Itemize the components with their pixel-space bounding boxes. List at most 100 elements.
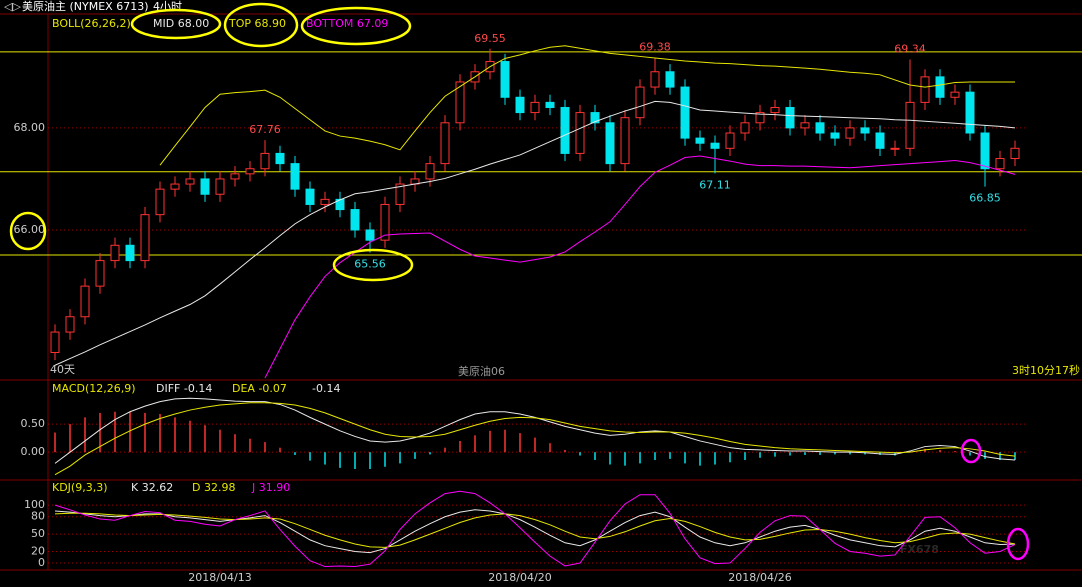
legend-entry: J 31.90	[251, 481, 290, 494]
footer-right: 3时10分17秒	[1012, 363, 1080, 377]
y-tick-label: 100	[24, 498, 45, 511]
panel-frame	[0, 13, 1082, 571]
candle-body	[770, 106, 780, 114]
candle-body	[560, 106, 570, 154]
highlight-mark	[960, 438, 982, 464]
candle-body	[575, 112, 585, 154]
candle-body	[80, 285, 90, 318]
candle-body	[650, 71, 660, 88]
legend-entry: DEA -0.07	[232, 382, 287, 395]
indicator-line	[264, 155, 1016, 379]
y-tick-label: 0	[38, 556, 45, 569]
low-label: 66.85	[969, 192, 1001, 205]
indicator-line	[54, 100, 1016, 366]
candle-body	[200, 178, 210, 195]
candle-body	[590, 112, 600, 124]
high-label: 69.38	[639, 40, 671, 53]
candle-body	[500, 61, 510, 98]
y-tick-label: 50	[31, 527, 45, 540]
candle-body	[830, 132, 840, 139]
candle-body	[725, 132, 735, 149]
candle-body	[785, 106, 795, 129]
footer-left: 40天	[50, 363, 75, 376]
candle-body	[455, 81, 465, 124]
candle-body	[680, 86, 690, 139]
candle-body	[980, 132, 990, 170]
candle-body	[530, 101, 540, 114]
y-tick-label: 68.00	[14, 121, 46, 134]
candle-body	[95, 260, 105, 287]
candle-body	[215, 178, 225, 195]
low-label: 65.56	[354, 257, 386, 270]
high-label: 69.55	[474, 32, 506, 45]
candle-body	[665, 71, 675, 88]
nav-arrows[interactable]: ◁▷	[4, 0, 21, 13]
indicator-line	[54, 402, 1016, 476]
y-tick-label: 66.00	[14, 223, 46, 236]
indicator-line	[54, 397, 1016, 464]
x-tick-label: 2018/04/20	[488, 571, 551, 584]
indicator-title: MACD(12,26,9)	[52, 382, 136, 395]
candle-body	[395, 183, 405, 205]
legend-entry: TOP 68.90	[228, 17, 286, 30]
footer-center: 美原油06	[458, 364, 505, 378]
candle-body	[260, 152, 270, 170]
candle-body	[110, 244, 120, 262]
indicator-title: KDJ(9,3,3)	[52, 481, 108, 494]
candle-body	[230, 173, 240, 180]
candle-body	[710, 142, 720, 149]
high-label: 69.34	[894, 43, 926, 56]
candle-body	[140, 214, 150, 262]
x-tick-label: 2018/04/13	[188, 571, 251, 584]
candle-body	[635, 86, 645, 119]
legend-entry: BOTTOM 67.09	[306, 17, 388, 30]
candle-body	[920, 76, 930, 103]
low-label: 67.11	[699, 178, 731, 191]
candle-body	[365, 229, 375, 241]
legend-entry: K 32.62	[131, 481, 173, 494]
watermark: FX678	[900, 543, 939, 556]
candle-body	[320, 198, 330, 205]
y-tick-label: 20	[31, 544, 45, 557]
highlight-mark	[332, 248, 414, 282]
highlight-mark	[130, 8, 222, 40]
candle-body	[425, 163, 435, 180]
highlight-mark	[300, 6, 412, 46]
candle-body	[50, 331, 60, 353]
candle-body	[380, 203, 390, 241]
candle-body	[185, 178, 195, 185]
candle-body	[440, 122, 450, 165]
candle-body	[515, 96, 525, 114]
candle-body	[695, 137, 705, 144]
candle-body	[125, 244, 135, 262]
candle-body	[890, 147, 900, 150]
candle-body	[65, 316, 75, 333]
legend-entry: -0.14	[312, 382, 340, 395]
candle-body	[875, 132, 885, 149]
y-tick-label: 80	[31, 510, 45, 523]
candle-body	[275, 152, 285, 165]
candle-body	[815, 122, 825, 134]
legend-entry: MID 68.00	[153, 17, 209, 30]
candle-body	[800, 122, 810, 129]
candle-body	[305, 188, 315, 205]
candle-body	[245, 168, 255, 175]
legend-entry: D 32.98	[192, 481, 235, 494]
x-tick-label: 2018/04/26	[728, 571, 791, 584]
candle-body	[605, 122, 615, 165]
candle-body	[620, 117, 630, 165]
candle-body	[545, 101, 555, 108]
highlight-mark	[223, 2, 299, 48]
candle-body	[755, 112, 765, 124]
candle-body	[170, 183, 180, 190]
highlight-layer	[9, 2, 1030, 561]
y-tick-label: 0.50	[21, 417, 46, 430]
indicator-line	[159, 45, 1015, 166]
candle-body	[995, 158, 1005, 170]
candle-body	[860, 127, 870, 134]
candle-body	[950, 91, 960, 98]
candle-body	[155, 188, 165, 216]
